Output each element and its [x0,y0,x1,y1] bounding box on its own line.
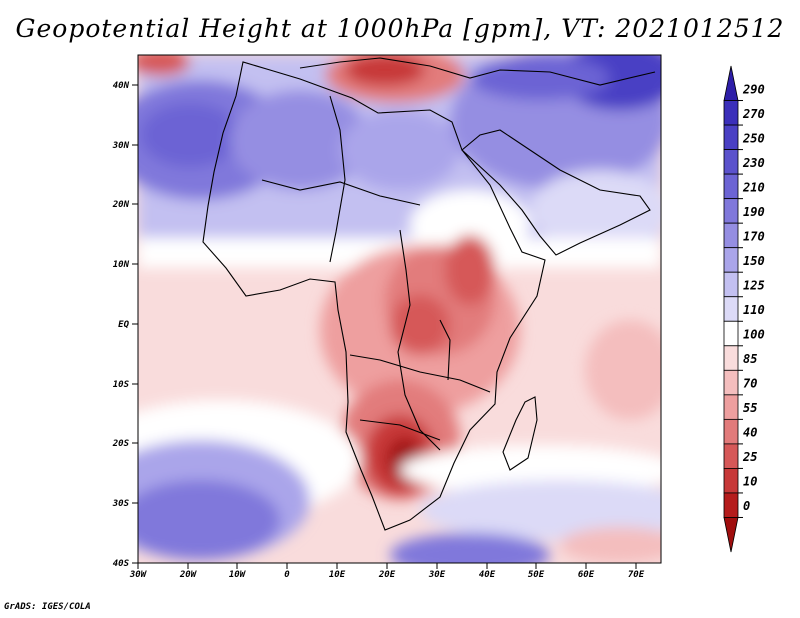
shaded-field [138,55,661,563]
lat-tick-label: 10S [113,380,130,390]
colorbar-label: 55 [743,401,757,415]
colorbar-swatch [723,394,739,420]
colorbar-label: 190 [743,205,765,219]
colorbar-swatch [723,247,739,273]
lat-tick-label: 40N [113,81,130,91]
colorbar-swatch [723,517,739,553]
lon-tick: 60E [578,563,595,580]
lat-tick-label: EQ [118,320,129,330]
colorbar-label: 250 [742,131,765,145]
colorbar-label: 290 [742,82,765,96]
lon-tick-label: 20W [179,570,198,580]
lon-tick: 30W [129,563,148,580]
lat-tick-label: 10N [113,260,130,270]
colorbar-swatch [723,369,739,396]
lat-tick-label: 20S [112,439,130,449]
colorbar-label: 150 [743,254,765,268]
colorbar-label: 0 [743,499,750,513]
lat-tick: EQ [118,320,138,330]
colorbar-label: 70 [743,377,757,391]
lon-tick: 20E [378,563,396,580]
colorbar-swatch [723,418,739,445]
colorbar-swatch [723,100,739,126]
lon-tick-label: 30W [129,570,148,580]
lat-tick-label: 20N [112,200,130,210]
colorbar-label: 25 [742,450,757,464]
lon-tick: 0 [284,563,290,580]
lat-tick: 40N [113,81,138,91]
colorbar-swatch [723,271,739,298]
lat-tick: 40S [113,559,138,569]
colorbar-swatch [723,320,739,347]
lon-tick: 40E [479,563,496,580]
coastlines [202,57,656,531]
colorbar-label: 230 [742,156,765,170]
colorbar-label: 210 [742,180,765,194]
colorbar-swatch [723,468,739,494]
page-title: Geopotential Height at 1000hPa [gpm], VT… [15,14,785,43]
footer-credit: GrADS: IGES/COLA [4,602,91,612]
lon-tick: 30E [428,563,446,580]
colorbar-label: 170 [743,229,765,243]
colorbar-label: 110 [743,303,765,317]
lon-tick-label: 20E [378,570,396,580]
colorbar-swatch [723,173,739,200]
colorbar-label: 40 [743,426,757,440]
colorbar-label: 100 [743,328,765,342]
lon-axis: 30W 20W 10W 0 10E 20E 30E 40E 50E 60E 70… [129,563,645,580]
colorbar-label: 270 [742,107,765,121]
lon-tick: 20W [179,563,198,580]
lat-tick: 30N [112,141,138,151]
lat-tick: 10S [113,380,138,390]
colorbar-swatch [723,149,739,175]
colorbar-swatch [723,443,739,469]
lon-tick-label: 70E [628,570,645,580]
lon-tick-label: 0 [284,570,290,580]
colorbar-swatch [723,124,739,150]
lon-tick-label: 30E [428,570,446,580]
colorbar-label: 10 [743,475,757,489]
map-frame [137,54,662,564]
lat-tick-label: 30N [112,141,130,151]
colorbar-swatch [723,222,739,249]
lon-tick: 70E [628,563,645,580]
lat-tick: 30S [112,499,138,509]
lat-tick: 10N [113,260,138,270]
lon-tick-label: 10W [229,570,247,580]
colorbar: 2902702502302101901701501251101008570554… [723,65,765,553]
colorbar-swatch [723,65,739,101]
colorbar-swatch [723,198,739,224]
colorbar-label: 85 [743,352,757,366]
colorbar-swatch [723,345,739,371]
lat-tick-label: 40S [113,559,130,569]
colorbar-label: 125 [743,278,765,292]
lon-tick: 50E [528,563,545,580]
colorbar-swatch [723,492,739,518]
lat-tick: 20S [112,439,138,449]
lon-tick-label: 10E [329,570,346,580]
lon-tick-label: 40E [479,570,496,580]
lon-tick: 10W [229,563,247,580]
lat-tick-label: 30S [112,499,130,509]
lat-axis: 40N 30N 20N 10N EQ 10S 20S 30S 40S [112,81,138,569]
lon-tick-label: 50E [528,570,545,580]
lon-tick-label: 60E [578,570,595,580]
lat-tick: 20N [112,200,138,210]
lon-tick: 10E [329,563,346,580]
colorbar-swatch [723,296,739,322]
